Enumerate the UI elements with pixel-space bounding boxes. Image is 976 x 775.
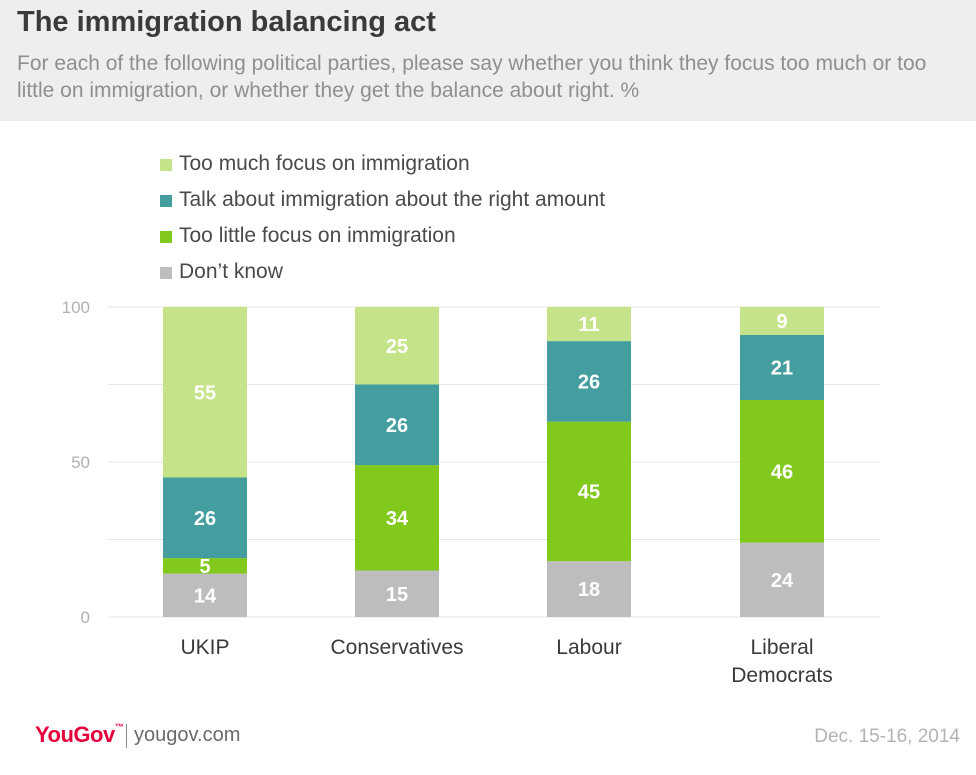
bar-segment — [740, 542, 824, 617]
data-label: 15 — [386, 584, 408, 606]
data-label: 26 — [194, 508, 216, 530]
y-tick-label: 100 — [62, 298, 90, 317]
header-band: The immigration balancing act For each o… — [0, 0, 976, 121]
legend-label: Don’t know — [179, 260, 283, 283]
bar-segment — [355, 384, 439, 466]
x-tick-label: Liberal — [750, 636, 813, 659]
chart-subtitle: For each of the following political part… — [17, 52, 927, 102]
data-label: 21 — [771, 357, 793, 379]
footer-url[interactable]: yougov.com — [134, 724, 241, 746]
data-label: 5 — [199, 556, 210, 578]
brand-name: YouGov — [35, 722, 115, 747]
x-tick-label: Democrats — [731, 664, 833, 687]
bar-segment — [547, 307, 631, 342]
data-label: 9 — [776, 311, 787, 333]
bar-segment — [355, 570, 439, 617]
bar-segment — [547, 341, 631, 422]
data-label: 14 — [194, 585, 217, 607]
bar-segment — [163, 477, 247, 559]
y-tick-label: 50 — [71, 453, 90, 472]
stacked-bar-chart: 0 50 100 14 5 26 55 UKIP 15 34 26 25 Conservatives 18… — [62, 298, 880, 687]
legend-label: Talk about immigration about the right a… — [179, 188, 606, 211]
legend-swatch — [160, 231, 172, 243]
bar-segment — [547, 561, 631, 617]
bar-segment — [163, 307, 247, 478]
legend-label: Too little focus on immigration — [179, 224, 456, 247]
data-label: 34 — [386, 508, 409, 530]
x-tick-label: Labour — [556, 636, 621, 659]
bar-segment — [740, 307, 824, 335]
data-label: 45 — [578, 481, 600, 503]
bar-segment — [355, 465, 439, 571]
data-label: 26 — [578, 371, 600, 393]
data-label: 46 — [771, 461, 793, 483]
y-tick-label: 0 — [81, 608, 90, 627]
data-label: 55 — [194, 382, 216, 404]
x-tick-label: UKIP — [180, 636, 229, 659]
bar-segment — [740, 400, 824, 543]
data-label: 18 — [578, 579, 600, 601]
legend-swatch — [160, 159, 172, 171]
legend-swatch — [160, 267, 172, 279]
footer-separator — [126, 724, 127, 748]
yougov-logo[interactable]: YouGov™ — [35, 722, 124, 747]
legend-swatch — [160, 195, 172, 207]
legend-label: Too much focus on immigration — [179, 152, 470, 175]
bar-segment — [163, 573, 247, 617]
data-label: 11 — [578, 314, 599, 336]
bar-segment — [355, 307, 439, 385]
data-label: 25 — [386, 336, 408, 358]
footer-date: Dec. 15-16, 2014 — [814, 726, 960, 747]
x-tick-label: Conservatives — [330, 636, 463, 659]
bar-segment — [547, 421, 631, 562]
chart-title: The immigration balancing act — [17, 6, 436, 38]
data-label: 26 — [386, 415, 408, 437]
data-label: 24 — [771, 570, 794, 592]
bar-segment — [740, 334, 824, 400]
bar-segment — [163, 558, 247, 574]
